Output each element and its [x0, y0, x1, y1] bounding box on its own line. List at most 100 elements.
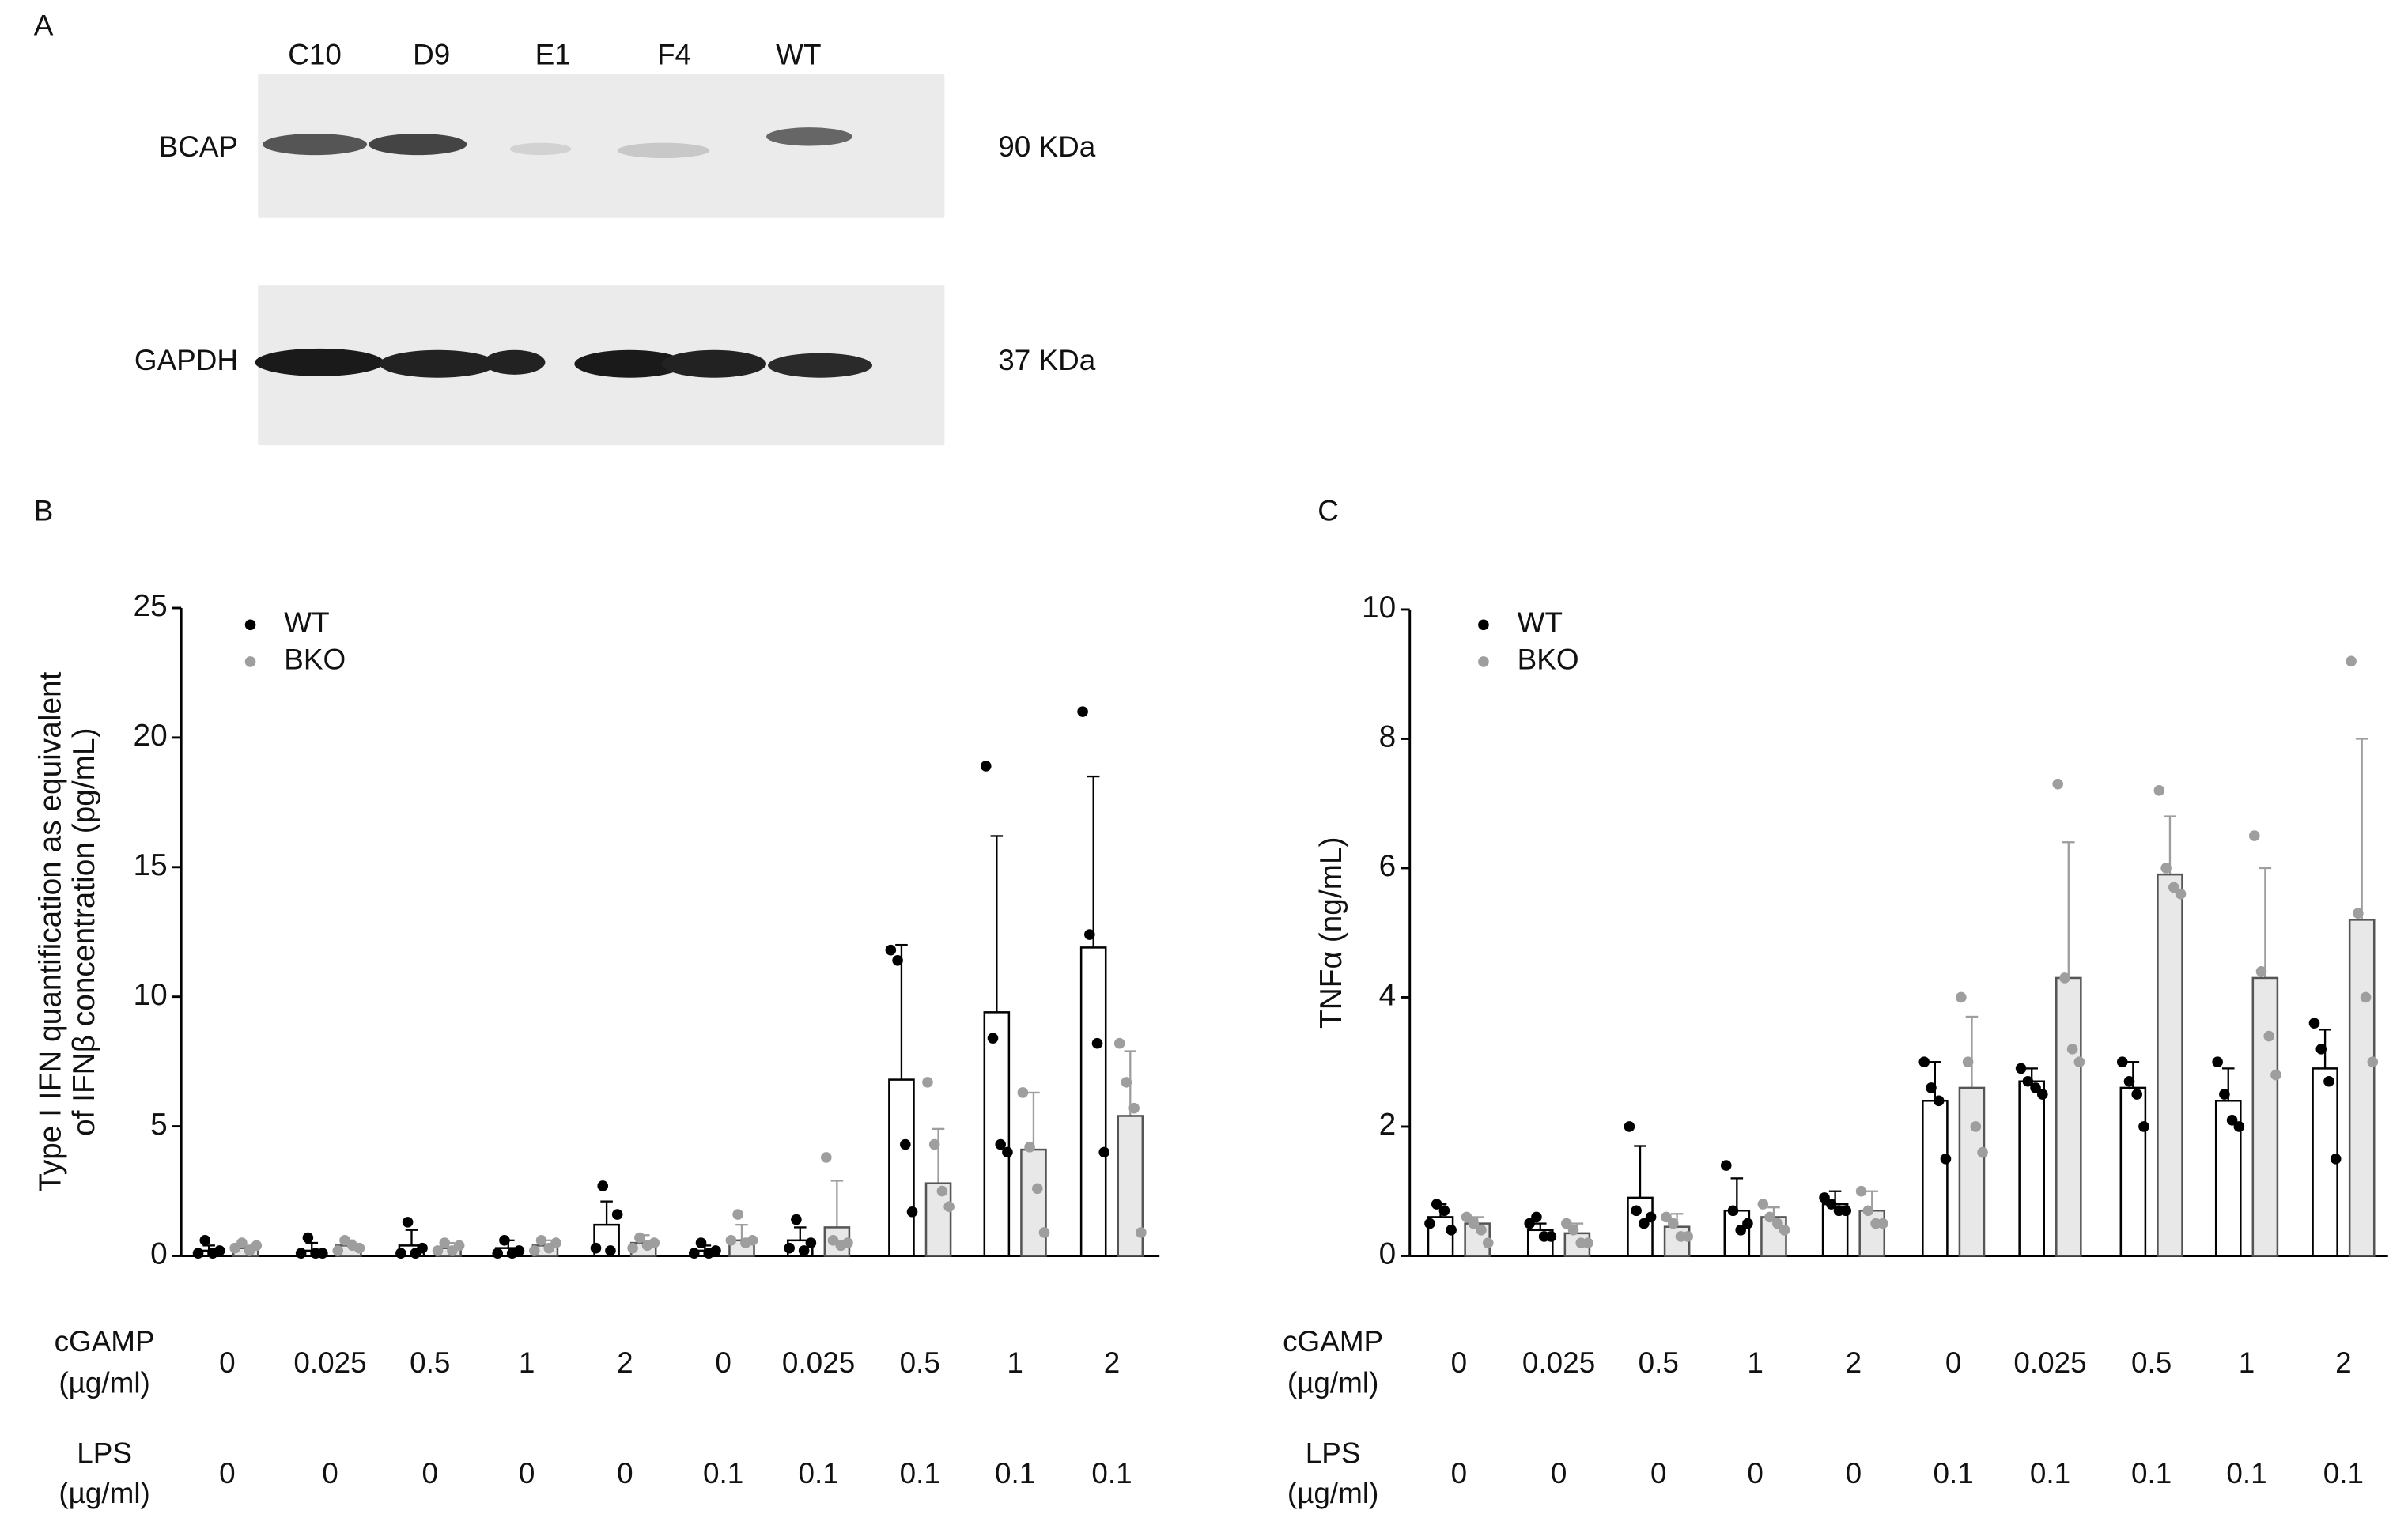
- data-point: [1002, 1146, 1013, 1158]
- legend-label: BKO: [284, 644, 346, 676]
- bar: [2018, 1080, 2045, 1257]
- x-tick-label: 0.1: [2323, 1457, 2364, 1490]
- protein-label: BCAP: [159, 130, 238, 163]
- data-point: [943, 1201, 955, 1213]
- legend-marker: [1478, 619, 1489, 631]
- data-point: [1084, 929, 1095, 940]
- x-tick-label: 0.025: [782, 1346, 855, 1379]
- data-point: [1091, 1037, 1103, 1049]
- data-point: [492, 1248, 504, 1259]
- bar: [1958, 1086, 1986, 1257]
- x-tick-label: 0: [1747, 1457, 1763, 1490]
- data-point: [995, 1138, 1006, 1150]
- data-point: [928, 1138, 940, 1150]
- x-tick-label: 0: [617, 1457, 633, 1490]
- x-tick-label: 0: [322, 1457, 338, 1490]
- data-point: [634, 1232, 645, 1244]
- data-point: [1524, 1218, 1535, 1229]
- data-point: [1424, 1218, 1435, 1229]
- lane-label: F4: [657, 39, 691, 71]
- data-point: [648, 1237, 660, 1248]
- y-tick-label: 0: [1379, 1237, 1397, 1271]
- bar: [2157, 873, 2183, 1257]
- data-point: [597, 1180, 609, 1191]
- data-point: [1940, 1154, 1952, 1165]
- band: [509, 142, 572, 156]
- data-point: [529, 1245, 540, 1256]
- x-tick-label: 2: [617, 1346, 633, 1379]
- legend-label: WT: [1518, 606, 1563, 639]
- data-point: [1077, 706, 1088, 717]
- data-point: [710, 1245, 721, 1256]
- bar: [2348, 919, 2376, 1257]
- data-point: [2212, 1056, 2223, 1068]
- data-point: [1667, 1218, 1679, 1229]
- data-point: [1560, 1218, 1572, 1229]
- data-point: [2066, 1044, 2078, 1055]
- x-tick-label: 0.1: [2030, 1457, 2070, 1490]
- data-point: [784, 1242, 795, 1254]
- data-point: [513, 1245, 525, 1256]
- x-tick-label: 0.1: [1091, 1457, 1132, 1490]
- data-point: [936, 1185, 948, 1197]
- band: [379, 349, 497, 378]
- data-point: [1840, 1205, 1852, 1217]
- x-tick-label: 0.025: [2013, 1346, 2086, 1379]
- data-point: [2263, 1030, 2275, 1042]
- band: [574, 349, 686, 378]
- data-point: [688, 1248, 700, 1259]
- data-point: [627, 1242, 638, 1254]
- data-point: [611, 1209, 623, 1220]
- data-point: [732, 1209, 743, 1220]
- data-point: [906, 1206, 918, 1218]
- x-tick-label: 2: [1104, 1346, 1121, 1379]
- y-tick-label: 2: [1379, 1108, 1397, 1142]
- data-point: [302, 1232, 314, 1244]
- data-point: [1024, 1142, 1035, 1153]
- data-point: [453, 1240, 465, 1252]
- x-tick-label: 0: [219, 1457, 236, 1490]
- data-point: [1468, 1218, 1480, 1229]
- data-point: [1862, 1205, 1874, 1217]
- data-point: [1757, 1199, 1769, 1210]
- data-point: [2330, 1154, 2342, 1165]
- y-tick-label: 8: [1379, 720, 1397, 754]
- x-tick-label: 0.1: [2131, 1457, 2172, 1490]
- data-point: [695, 1237, 707, 1248]
- y-tick-label: 10: [1362, 591, 1396, 625]
- data-point: [2123, 1075, 2135, 1087]
- data-point: [192, 1248, 204, 1259]
- lane-label: E1: [535, 39, 571, 71]
- data-point: [900, 1138, 911, 1150]
- y-tick-label: 4: [1379, 979, 1397, 1013]
- data-point: [922, 1077, 933, 1088]
- y-tick-label: 20: [134, 719, 168, 753]
- x-tick-label: 0.1: [995, 1457, 1035, 1490]
- data-point: [980, 761, 992, 772]
- data-point: [1446, 1224, 1457, 1236]
- bar: [2251, 976, 2279, 1257]
- data-point: [432, 1245, 444, 1256]
- data-point: [987, 1033, 999, 1044]
- legend-marker: [244, 619, 256, 631]
- data-point: [1962, 1056, 1974, 1068]
- protein-label: GAPDH: [134, 344, 238, 376]
- data-point: [251, 1240, 263, 1252]
- row-label: (µg/ml): [1287, 1366, 1378, 1399]
- size-label: 37 KDa: [998, 344, 1095, 376]
- data-point: [2248, 830, 2260, 841]
- data-point: [1933, 1095, 1945, 1107]
- data-point: [353, 1242, 365, 1254]
- data-point: [605, 1245, 616, 1256]
- y-axis-label: of IFNβ concentration (pg/mL): [67, 727, 101, 1136]
- x-tick-label: 0: [1650, 1457, 1667, 1490]
- data-point: [1545, 1231, 1557, 1242]
- y-tick-label: 6: [1379, 849, 1397, 883]
- bar: [1079, 946, 1107, 1257]
- x-tick-label: 0: [1451, 1346, 1468, 1379]
- data-point: [1438, 1205, 1450, 1217]
- data-point: [1128, 1102, 1140, 1114]
- x-tick-label: 0.5: [900, 1346, 940, 1379]
- data-point: [2116, 1056, 2128, 1068]
- x-tick-label: 1: [1007, 1346, 1023, 1379]
